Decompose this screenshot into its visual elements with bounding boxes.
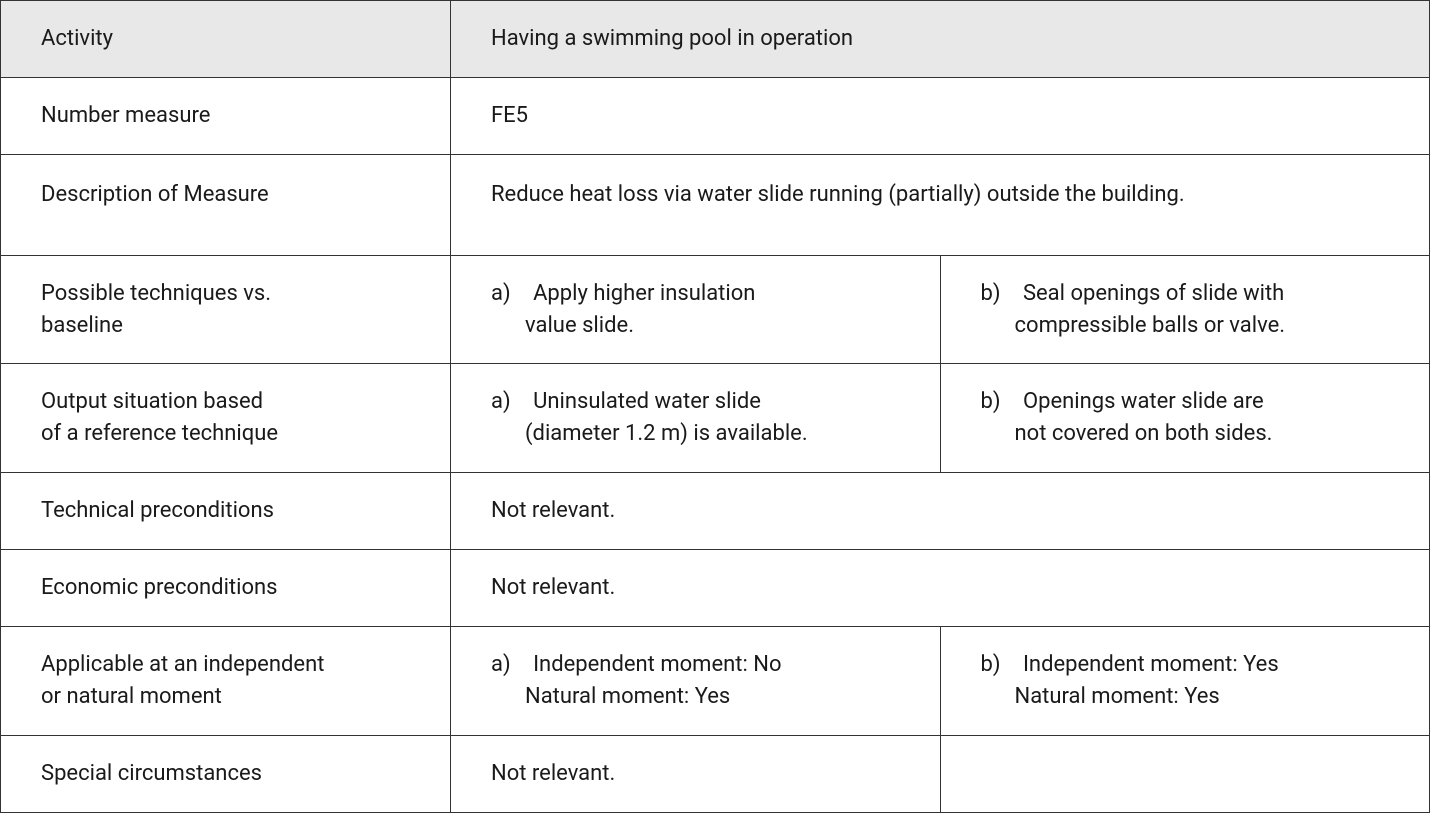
row-economic-preconditions: Economic preconditions Not relevant. [0,550,1430,627]
row-possible-techniques: Possible techniques vs. baseline a) Appl… [0,256,1430,365]
activity-label: Activity [1,1,451,77]
applicable-moment-label: Applicable at an independent or natural … [1,627,451,735]
applicable-moment-a-l2: Natural moment: Yes [491,681,900,713]
possible-techniques-b: b) Seal openings of slide with compressi… [941,256,1430,364]
row-special-circumstances: Special circumstances Not relevant. [0,736,1430,813]
technical-preconditions-value: Not relevant. [451,473,1429,549]
number-measure-value: FE5 [451,78,1429,154]
possible-techniques-b-l2: compressible balls or valve. [981,310,1390,342]
output-situation-b: b) Openings water slide are not covered … [941,364,1430,472]
technical-preconditions-label: Technical preconditions [1,473,451,549]
output-situation-b-l2: not covered on both sides. [981,418,1390,450]
special-circumstances-a: Not relevant. [451,736,941,812]
output-situation-a: a) Uninsulated water slide (diameter 1.2… [451,364,941,472]
row-number-measure: Number measure FE5 [0,78,1430,155]
output-situation-label-l1: Output situation based [41,386,410,418]
applicable-moment-label-l1: Applicable at an independent [41,649,410,681]
output-situation-b-l1: b) Openings water slide are [981,386,1390,418]
possible-techniques-label-l2: baseline [41,310,410,342]
applicable-moment-b-l2: Natural moment: Yes [981,681,1390,713]
possible-techniques-b-l1: b) Seal openings of slide with [981,278,1390,310]
applicable-moment-a: a) Independent moment: No Natural moment… [451,627,941,735]
output-situation-label: Output situation based of a reference te… [1,364,451,472]
output-situation-a-l2: (diameter 1.2 m) is available. [491,418,900,450]
special-circumstances-b [941,736,1430,812]
applicable-moment-label-l2: or natural moment [41,681,410,713]
row-description: Description of Measure Reduce heat loss … [0,155,1430,256]
economic-preconditions-value: Not relevant. [451,550,1429,626]
output-situation-label-l2: of a reference technique [41,418,410,450]
activity-value: Having a swimming pool in operation [451,1,1429,77]
row-activity: Activity Having a swimming pool in opera… [0,0,1430,78]
applicable-moment-b: b) Independent moment: Yes Natural momen… [941,627,1430,735]
row-technical-preconditions: Technical preconditions Not relevant. [0,473,1430,550]
special-circumstances-label: Special circumstances [1,736,451,812]
row-output-situation: Output situation based of a reference te… [0,364,1430,473]
possible-techniques-label-l1: Possible techniques vs. [41,278,410,310]
applicable-moment-b-l1: b) Independent moment: Yes [981,649,1390,681]
possible-techniques-a-l1: a) Apply higher insulation [491,278,900,310]
economic-preconditions-label: Economic preconditions [1,550,451,626]
description-value: Reduce heat loss via water slide running… [451,155,1429,255]
output-situation-a-l1: a) Uninsulated water slide [491,386,900,418]
applicable-moment-a-l1: a) Independent moment: No [491,649,900,681]
row-applicable-moment: Applicable at an independent or natural … [0,627,1430,736]
number-measure-label: Number measure [1,78,451,154]
possible-techniques-a: a) Apply higher insulation value slide. [451,256,941,364]
possible-techniques-label: Possible techniques vs. baseline [1,256,451,364]
measure-table: Activity Having a swimming pool in opera… [0,0,1430,813]
description-label: Description of Measure [1,155,451,255]
possible-techniques-a-l2: value slide. [491,310,900,342]
